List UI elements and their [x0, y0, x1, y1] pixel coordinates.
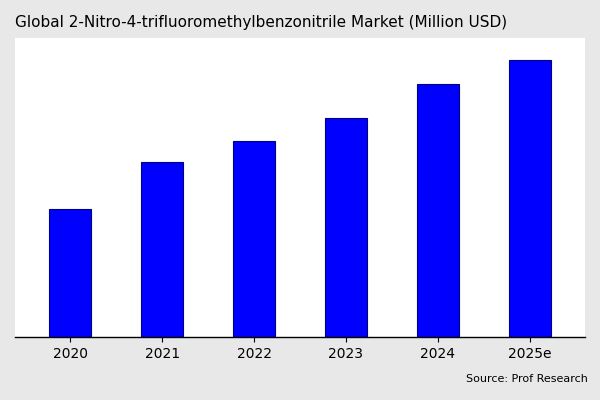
Bar — [325, 118, 367, 337]
Bar — [233, 141, 275, 337]
Bar — [142, 162, 183, 337]
Text: Source: Prof Research: Source: Prof Research — [466, 374, 588, 384]
Bar — [49, 209, 91, 337]
Text: Global 2-Nitro-4-trifluoromethylbenzonitrile Market (Million USD): Global 2-Nitro-4-trifluoromethylbenzonit… — [15, 15, 507, 30]
Bar — [509, 60, 551, 337]
Bar — [417, 84, 458, 337]
